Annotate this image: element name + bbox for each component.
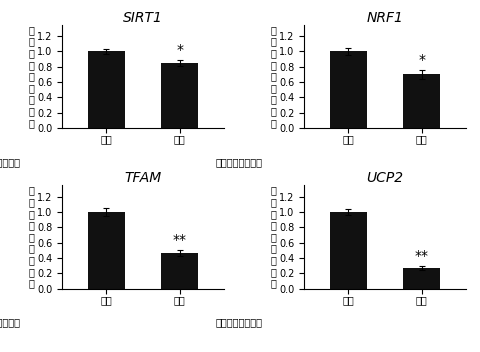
- Title: SIRT1: SIRT1: [123, 11, 163, 25]
- Y-axis label: 相
対
的
遙
伝
子
発
現
量: 相 対 的 遙 伝 子 発 現 量: [29, 186, 35, 288]
- Bar: [88, 212, 125, 289]
- Bar: [403, 75, 440, 128]
- Title: TFAM: TFAM: [124, 171, 162, 185]
- Bar: [88, 51, 125, 128]
- Y-axis label: 相
対
的
遙
伝
子
発
現
量: 相 対 的 遙 伝 子 発 現 量: [29, 25, 35, 128]
- Text: *: *: [176, 43, 183, 57]
- Title: UCP2: UCP2: [366, 171, 404, 185]
- Y-axis label: 相
対
的
遙
伝
子
発
現
量: 相 対 的 遙 伝 子 発 現 量: [271, 186, 276, 288]
- Text: セレコキシブ処理: セレコキシブ処理: [0, 157, 21, 167]
- Bar: [403, 268, 440, 289]
- Bar: [330, 212, 367, 289]
- Bar: [330, 51, 367, 128]
- Text: セレコキシブ処理: セレコキシブ処理: [216, 318, 263, 328]
- Title: NRF1: NRF1: [367, 11, 403, 25]
- Y-axis label: 相
対
的
遙
伝
子
発
現
量: 相 対 的 遙 伝 子 発 現 量: [271, 25, 276, 128]
- Bar: [161, 63, 198, 128]
- Text: セレコキシブ処理: セレコキシブ処理: [0, 318, 21, 328]
- Text: **: **: [415, 249, 429, 263]
- Text: **: **: [173, 233, 187, 247]
- Bar: [161, 253, 198, 289]
- Text: セレコキシブ処理: セレコキシブ処理: [216, 157, 263, 167]
- Text: *: *: [418, 53, 425, 67]
